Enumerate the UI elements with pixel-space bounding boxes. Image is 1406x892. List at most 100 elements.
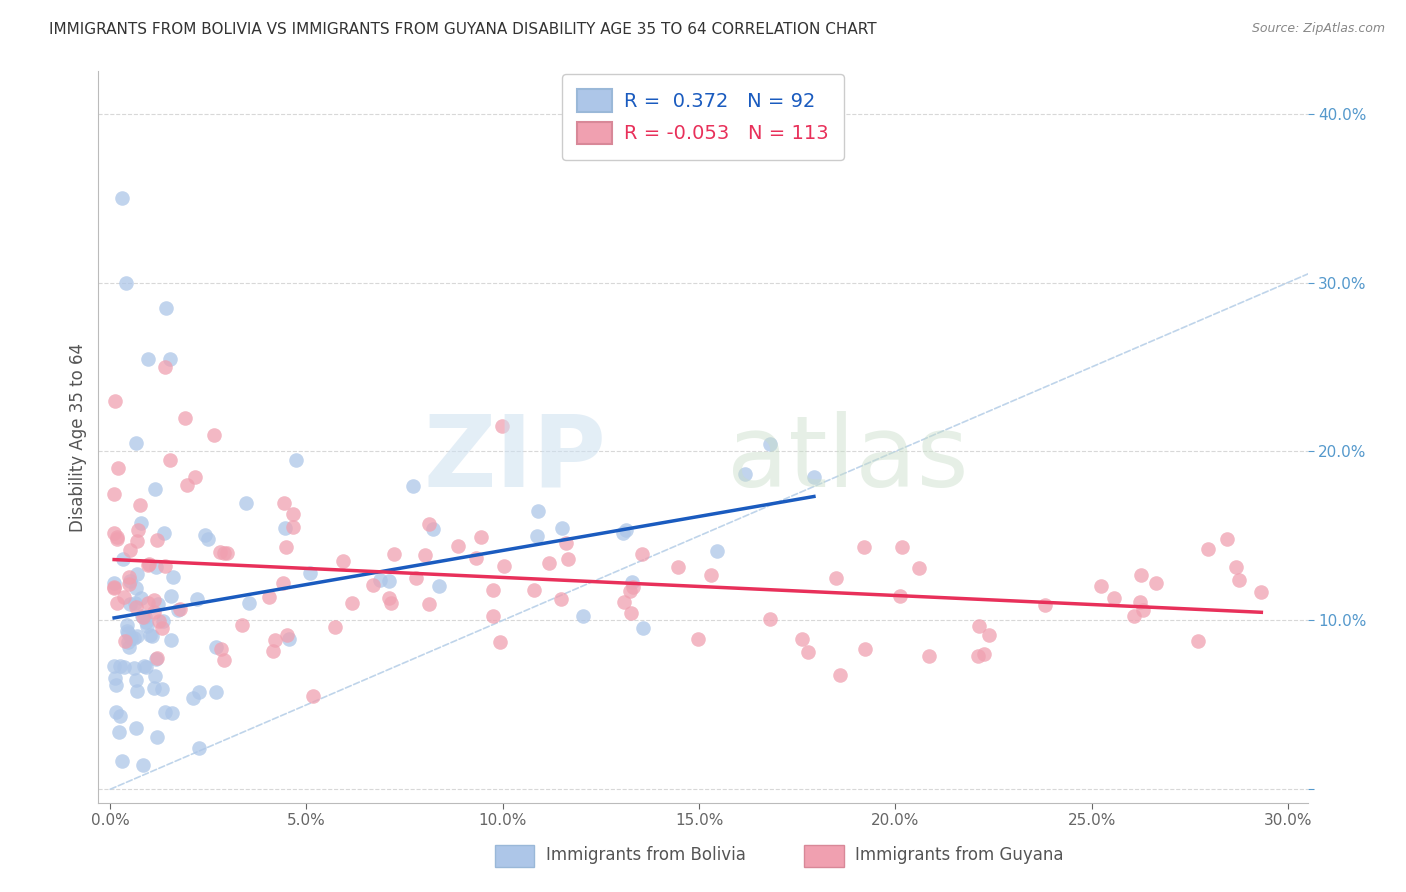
Point [143,605,166,619]
Point [1090,579,1112,593]
Point [323,620,346,634]
Point [148,614,170,628]
Text: Source: ZipAtlas.com: Source: ZipAtlas.com [1251,22,1385,36]
Point [891,540,914,554]
Text: ZIP: ZIP [423,410,606,508]
Point [734,467,756,481]
Point [112,552,135,566]
Point [117,624,139,638]
Point [143,669,166,683]
Point [160,706,183,721]
Point [143,593,166,607]
Point [153,558,176,573]
Point [135,660,157,674]
Point [1197,541,1219,556]
Point [526,529,548,543]
Point [160,590,183,604]
Text: atlas: atlas [727,410,969,508]
Point [828,668,851,682]
Point [118,542,141,557]
Point [212,546,235,560]
Point [142,681,165,695]
Point [205,684,228,698]
Point [129,591,152,606]
Point [382,547,405,561]
Point [231,618,253,632]
Point [215,546,238,560]
Point [918,649,941,664]
Point [825,571,848,585]
Point [146,597,169,611]
Point [803,470,825,484]
Point [107,461,129,475]
Point [1187,633,1209,648]
Point [125,581,148,595]
Point [1225,559,1247,574]
Point [277,632,299,647]
Point [194,527,217,541]
Point [482,608,505,623]
Point [105,705,128,719]
Point [103,580,125,594]
Point [1216,533,1239,547]
Point [159,453,181,467]
Point [686,632,709,647]
Point [523,583,546,598]
Point [155,301,177,315]
Point [1227,574,1250,588]
Point [145,651,167,665]
Point [105,532,128,546]
Point [967,648,990,663]
Point [1132,603,1154,617]
Point [973,647,995,661]
Point [204,640,226,654]
Point [797,645,820,659]
Point [979,628,1001,642]
Point [159,351,181,366]
Point [145,560,167,574]
Point [132,609,155,624]
Point [790,632,813,646]
Point [188,741,211,756]
Point [380,596,402,610]
Point [125,683,148,698]
Point [1144,575,1167,590]
Point [138,557,160,571]
Point [125,722,148,736]
Point [139,628,162,642]
Point [136,618,159,632]
Point [107,596,129,610]
Point [262,644,284,658]
Point [418,516,440,531]
Point [631,547,654,561]
Point [141,629,163,643]
Text: IMMIGRANTS FROM BOLIVIA VS IMMIGRANTS FROM GUYANA DISABILITY AGE 35 TO 64 CORREL: IMMIGRANTS FROM BOLIVIA VS IMMIGRANTS FR… [49,22,877,37]
Point [759,611,782,625]
Point [122,661,145,675]
Point [332,554,354,568]
Point [112,590,135,604]
Point [127,629,149,643]
Point [1122,608,1144,623]
Point [612,526,634,541]
Point [967,619,990,633]
Point [489,635,512,649]
Point [187,684,209,698]
Point [103,581,125,595]
Point [129,516,152,530]
Point [537,556,560,570]
Point [281,507,304,521]
Point [146,730,169,744]
Point [418,598,440,612]
Point [105,530,128,544]
Point [167,602,190,616]
Point [853,541,876,555]
Y-axis label: Disability Age 35 to 64: Disability Age 35 to 64 [69,343,87,532]
Point [619,584,641,599]
Point [103,526,125,541]
Point [125,566,148,581]
Text: Immigrants from Guyana: Immigrants from Guyana [855,847,1063,864]
Point [110,658,132,673]
Point [273,496,295,510]
Point [108,708,131,723]
